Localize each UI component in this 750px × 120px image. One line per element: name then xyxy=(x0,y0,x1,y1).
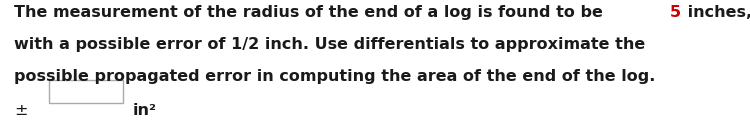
Text: possible propagated error in computing the area of the end of the log.: possible propagated error in computing t… xyxy=(14,69,656,84)
Text: inches,: inches, xyxy=(682,5,750,20)
Text: The measurement of the radius of the end of a log is found to be: The measurement of the radius of the end… xyxy=(14,5,609,20)
Text: in²: in² xyxy=(133,103,157,118)
Text: ±: ± xyxy=(14,103,28,118)
FancyBboxPatch shape xyxy=(50,80,123,103)
Text: 5: 5 xyxy=(670,5,681,20)
Text: with a possible error of 1/2 inch. Use differentials to approximate the: with a possible error of 1/2 inch. Use d… xyxy=(14,37,646,52)
